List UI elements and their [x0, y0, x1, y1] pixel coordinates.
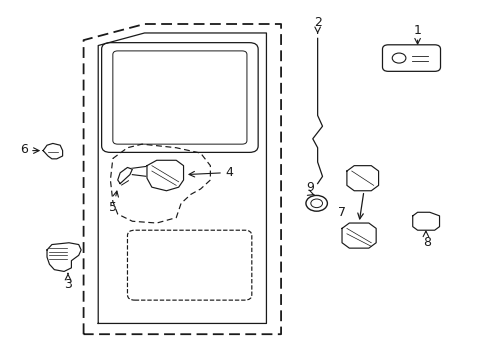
Text: 2: 2	[313, 17, 321, 30]
Polygon shape	[47, 243, 81, 271]
Text: 8: 8	[423, 236, 430, 249]
Text: 6: 6	[20, 143, 27, 156]
Text: 9: 9	[306, 181, 314, 194]
FancyBboxPatch shape	[382, 45, 440, 71]
Text: 3: 3	[64, 278, 72, 291]
Text: 4: 4	[224, 166, 232, 179]
Text: 7: 7	[337, 206, 346, 220]
Polygon shape	[43, 143, 62, 159]
Text: 1: 1	[413, 23, 421, 37]
Text: 5: 5	[109, 201, 117, 214]
Polygon shape	[118, 167, 132, 184]
Polygon shape	[346, 166, 378, 191]
Polygon shape	[412, 212, 439, 230]
Polygon shape	[341, 223, 375, 248]
Polygon shape	[147, 160, 183, 191]
